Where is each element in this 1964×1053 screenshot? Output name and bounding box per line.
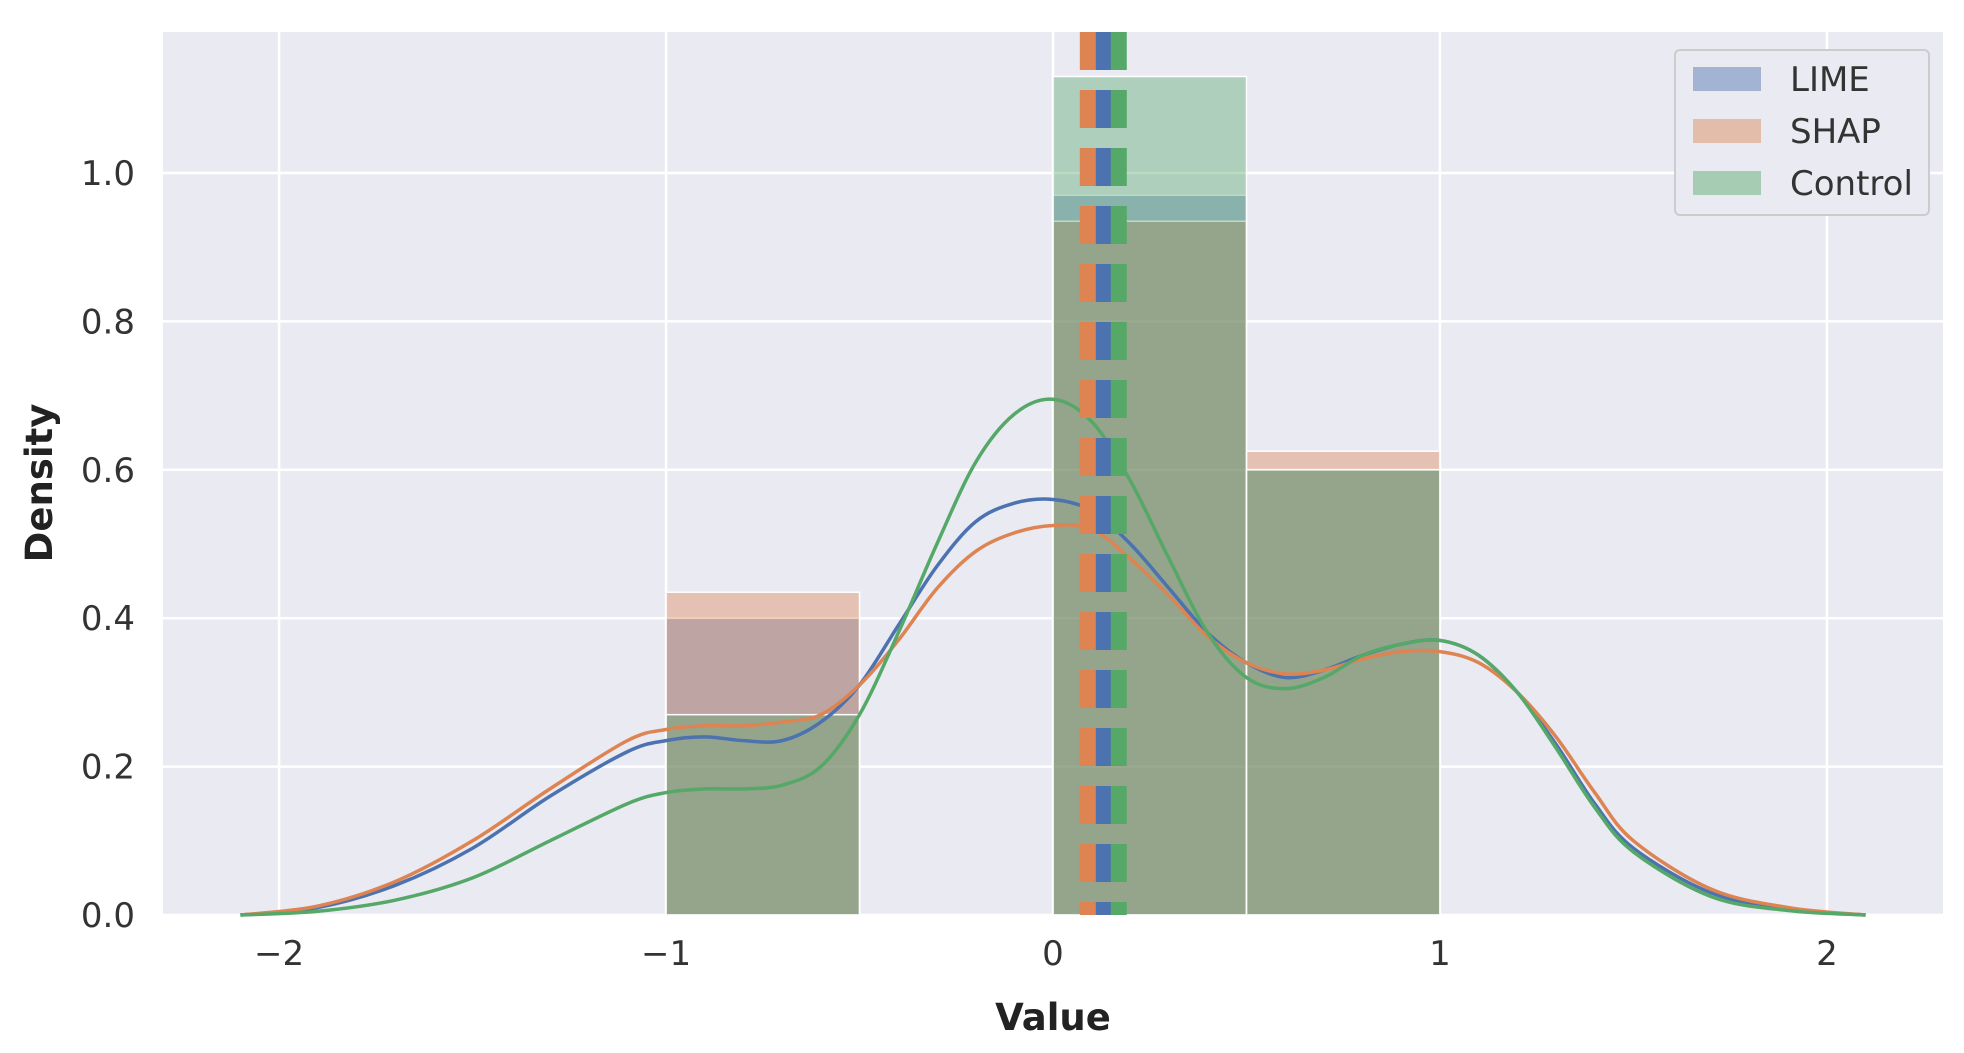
y-tick-label: 0.0 (81, 896, 135, 936)
x-tick-labels: −2 −1 0 1 2 (254, 934, 1838, 974)
legend-label: Control (1790, 164, 1913, 204)
x-tick-label: 2 (1816, 934, 1838, 974)
kde-line (240, 397, 1866, 917)
legend-box (1674, 49, 1930, 216)
histogram-bar (1245, 469, 1441, 916)
legend-swatch (1693, 119, 1761, 143)
y-tick-label: 0.6 (81, 451, 135, 491)
x-tick-label: −1 (641, 934, 691, 974)
histogram-bar (665, 713, 861, 916)
y-tick-labels: 0.0 0.2 0.4 0.6 0.8 1.0 (81, 154, 135, 936)
x-axis-label: Value (995, 996, 1111, 1039)
mean-lines (1079, 32, 1127, 915)
legend: LIME SHAP Control (1674, 49, 1930, 216)
legend-label: SHAP (1790, 112, 1881, 152)
y-tick-label: 0.8 (81, 302, 135, 342)
y-tick-label: 0.4 (81, 599, 135, 639)
histogram-bar (1245, 469, 1441, 916)
x-tick-label: 0 (1042, 934, 1064, 974)
legend-label: LIME (1790, 60, 1870, 100)
histogram-bars (665, 75, 1441, 916)
x-tick-label: 1 (1429, 934, 1451, 974)
y-axis-label: Density (18, 404, 61, 563)
y-tick-label: 0.2 (81, 748, 135, 788)
legend-swatch (1693, 67, 1761, 91)
y-tick-label: 1.0 (81, 154, 135, 194)
legend-swatch (1693, 171, 1761, 195)
x-tick-label: −2 (254, 934, 304, 974)
